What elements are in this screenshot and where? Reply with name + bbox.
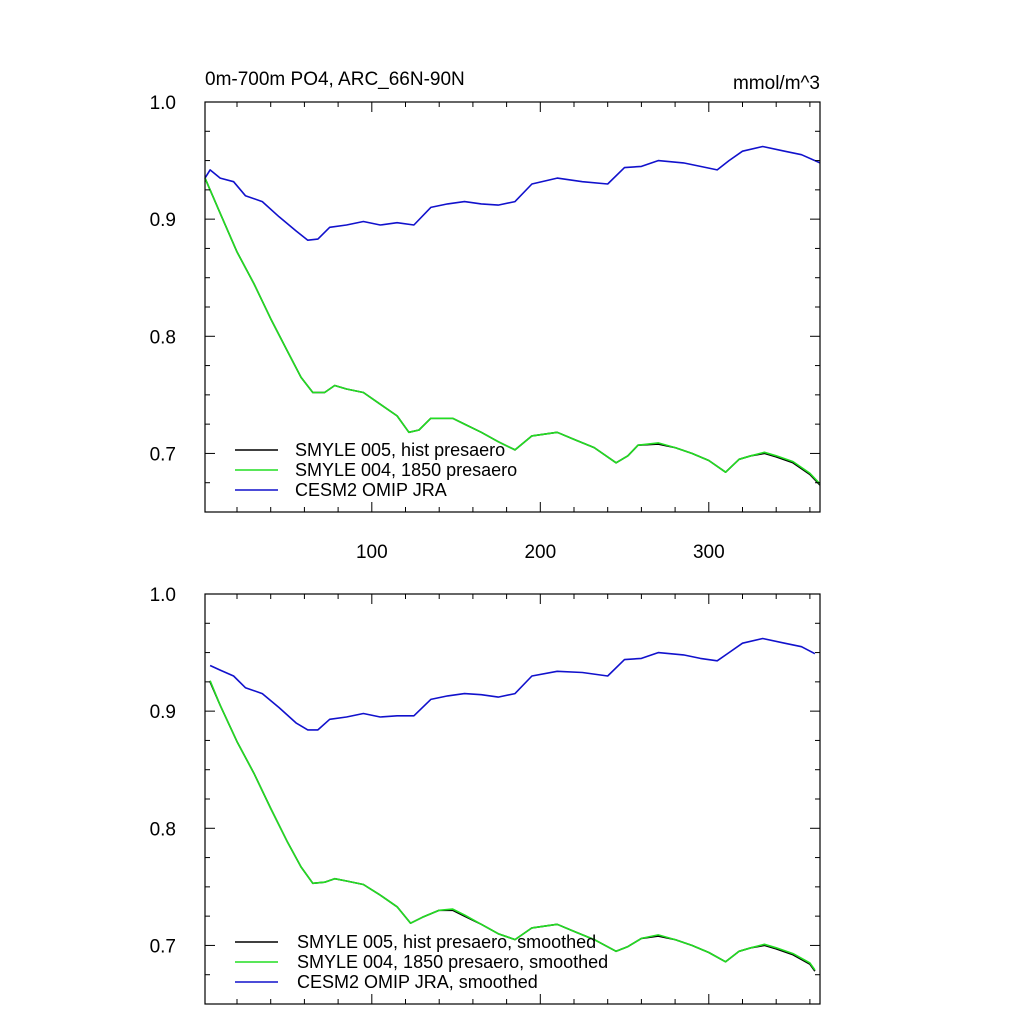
legend-entry: CESM2 OMIP JRA, smoothed <box>297 972 538 992</box>
units-label: mmol/m^3 <box>733 73 820 94</box>
series-line-3 <box>209 637 816 731</box>
y-tick-label: 0.9 <box>150 702 176 723</box>
chart-panel-2: 0.7 0.8 0.9 1.0 SMYLE 005, hist presaero, sm… <box>150 585 821 1005</box>
legend-entry: SMYLE 005, hist presaero <box>295 440 505 460</box>
x-tick-label: 100 <box>356 542 388 563</box>
legend-entry: SMYLE 004, 1850 presaero <box>295 460 517 480</box>
y-tick-label: 0.7 <box>150 444 176 465</box>
x-tick-label: 300 <box>693 542 725 563</box>
y-tick-label: 0.9 <box>150 210 176 231</box>
y-tick-label: 1.0 <box>150 585 176 606</box>
y-tick-label: 1.0 <box>150 93 176 114</box>
legend-entry: SMYLE 004, 1850 presaero, smoothed <box>297 952 608 972</box>
y-tick-label: 0.8 <box>150 819 176 840</box>
x-tick-label: 200 <box>524 542 556 563</box>
series-line-2 <box>204 177 821 485</box>
y-tick-label: 0.7 <box>150 936 176 957</box>
legend-entry: SMYLE 005, hist presaero, smoothed <box>297 932 596 952</box>
chart-title: 0m-700m PO4, ARC_66N-90N <box>205 69 465 90</box>
series-line-3 <box>204 145 821 241</box>
series-line-2 <box>209 680 816 971</box>
chart-panel-1: 0.7 0.8 0.9 1.0 100 200 300 0m-700m PO4, ARC_66… <box>150 69 821 563</box>
y-tick-label: 0.8 <box>150 327 176 348</box>
legend-entry: CESM2 OMIP JRA <box>295 480 447 500</box>
